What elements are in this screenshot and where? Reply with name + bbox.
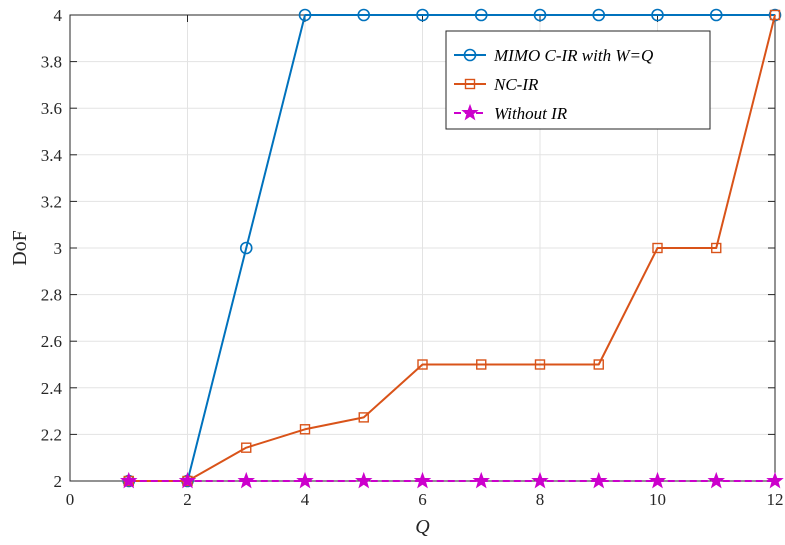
data-point — [476, 359, 487, 370]
data-point — [707, 471, 725, 489]
data-point — [413, 471, 432, 489]
legend-label: Without IR — [494, 104, 568, 123]
legend-marker — [461, 103, 479, 121]
data-point — [298, 8, 312, 22]
data-point — [534, 359, 546, 370]
y-tick-label: 3.8 — [41, 53, 62, 72]
legend-entry: MIMO C-IR with W=Q — [454, 46, 653, 65]
y-tick-label: 2.2 — [41, 425, 62, 444]
legend-marker — [463, 48, 477, 62]
data-point — [299, 424, 311, 435]
data-point — [474, 8, 488, 22]
y-tick-label: 3 — [54, 239, 63, 258]
x-tick-label: 4 — [301, 490, 310, 509]
x-tick-label: 12 — [767, 490, 784, 509]
legend-marker — [464, 78, 476, 90]
data-point — [648, 471, 667, 489]
data-point — [531, 471, 549, 489]
series-3 — [120, 471, 784, 489]
y-axis-label: DoF — [9, 230, 31, 266]
legend: MIMO C-IR with W=Q NC-IR Without IR — [445, 30, 711, 130]
data-point — [357, 8, 371, 22]
x-tick-label: 10 — [649, 490, 666, 509]
data-point — [533, 8, 547, 22]
y-tick-label: 3.2 — [41, 192, 62, 211]
data-point — [472, 471, 490, 489]
data-point — [358, 412, 369, 423]
series-group — [120, 8, 784, 489]
data-point — [768, 8, 782, 22]
x-tick-label: 8 — [536, 490, 545, 509]
y-tick-label: 2 — [54, 472, 63, 491]
data-point — [355, 471, 373, 489]
x-tick-label: 2 — [183, 490, 192, 509]
data-point — [652, 242, 663, 254]
data-point — [593, 359, 604, 370]
data-point — [239, 241, 253, 255]
data-point — [417, 359, 428, 370]
data-point — [651, 8, 664, 22]
legend-label: MIMO C-IR with W=Q — [493, 46, 653, 65]
data-point — [709, 8, 723, 22]
data-point — [296, 471, 314, 489]
y-tick-label: 3.6 — [41, 99, 62, 118]
y-tick-label: 2.4 — [41, 379, 63, 398]
x-tick-label: 6 — [418, 490, 427, 509]
data-point — [590, 471, 608, 489]
y-tick-label: 3.4 — [41, 146, 63, 165]
legend-label: NC-IR — [493, 75, 539, 94]
data-point — [766, 471, 784, 489]
series-line — [128, 14, 776, 482]
legend-entry: Without IR — [454, 103, 568, 123]
data-point — [592, 8, 606, 22]
data-point — [178, 471, 197, 489]
legend-box — [445, 30, 711, 130]
series-line — [128, 14, 775, 482]
x-axis-label: Q — [415, 516, 430, 538]
y-tick-label: 2.8 — [41, 286, 62, 305]
data-point — [711, 242, 722, 254]
x-tick-label: 0 — [66, 490, 75, 509]
series-2 — [123, 9, 781, 487]
data-point — [416, 8, 429, 22]
legend-entry: NC-IR — [454, 75, 539, 94]
data-point — [769, 9, 781, 21]
data-point — [120, 471, 138, 489]
data-point — [241, 442, 252, 453]
y-tick-label: 4 — [54, 6, 63, 25]
y-tick-label: 2.6 — [41, 332, 62, 351]
data-point — [237, 471, 255, 489]
